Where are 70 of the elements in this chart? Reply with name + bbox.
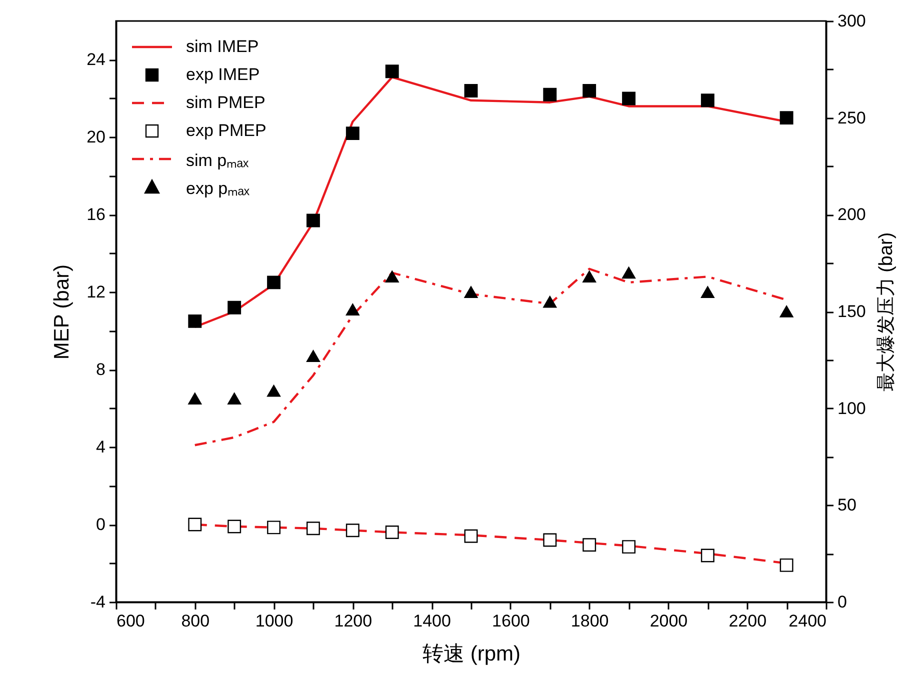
legend-label: sim pₘₐₓ (186, 150, 249, 170)
point (306, 522, 320, 536)
point (306, 214, 320, 228)
point (385, 270, 399, 283)
point (582, 84, 596, 98)
x-tick-label: 800 (181, 612, 210, 630)
point (464, 286, 478, 298)
y-tick-label: 20 (86, 128, 106, 147)
point (543, 533, 557, 547)
point (622, 266, 636, 279)
point (188, 392, 202, 405)
y2-axis-title: 最大爆发压力 (bar) (876, 232, 897, 392)
y2-tick-label: 200 (838, 205, 866, 224)
y2-tick-label: 100 (838, 398, 866, 418)
legend-label: exp pₘₐₓ (186, 178, 250, 198)
y-tick-label: 8 (96, 360, 106, 380)
point (582, 538, 596, 552)
point (306, 350, 320, 362)
x-tick-label: 600 (116, 612, 145, 630)
legend-label: exp IMEP (186, 65, 260, 85)
x-tick-label: 2200 (728, 612, 767, 630)
point (228, 300, 242, 314)
legend-label: sim PMEP (186, 93, 266, 113)
x-tick-label: 2000 (650, 612, 688, 630)
y-tick-label: 24 (86, 50, 106, 70)
point (622, 92, 636, 106)
x-axis-title: 转速 (rpm) (422, 642, 520, 666)
point (267, 276, 280, 290)
point (780, 306, 794, 318)
point (346, 524, 360, 538)
legend-label: exp PMEP (186, 121, 266, 141)
point (228, 520, 242, 534)
point (385, 526, 399, 540)
point (700, 286, 714, 298)
y2-tick-label: 0 (838, 592, 847, 612)
point (622, 540, 636, 554)
point (543, 88, 557, 102)
y2-tick-label: 300 (838, 12, 866, 30)
point (267, 385, 280, 397)
y-tick-label: 0 (96, 515, 106, 534)
x-tick-label: 1000 (255, 612, 294, 630)
point (346, 304, 360, 316)
point (188, 314, 202, 328)
x-tick-label: 1200 (334, 612, 372, 630)
x-tick-label: 2400 (788, 612, 826, 630)
point (228, 392, 242, 405)
point (582, 270, 596, 283)
point (188, 518, 202, 532)
y-tick-label: 16 (86, 205, 106, 224)
point (464, 529, 478, 543)
y2-tick-label: 150 (838, 302, 866, 321)
point (346, 126, 360, 140)
y-tick-label: 4 (96, 438, 106, 457)
y2-tick-label: 50 (838, 496, 856, 515)
point (700, 548, 714, 562)
y-tick-label: -4 (90, 592, 106, 612)
point (780, 111, 794, 125)
y-axis-title: MEP (bar) (50, 264, 74, 360)
point (543, 296, 557, 308)
point (780, 558, 794, 572)
point (464, 84, 478, 98)
y2-tick-label: 250 (838, 108, 866, 128)
point (267, 520, 280, 534)
point (385, 64, 399, 78)
y-tick-label: 12 (86, 282, 106, 302)
x-tick-label: 1400 (413, 612, 451, 630)
x-tick-label: 1600 (492, 612, 530, 630)
legend-label: sim IMEP (186, 37, 259, 57)
point (700, 94, 714, 108)
x-tick-label: 1800 (570, 612, 609, 630)
